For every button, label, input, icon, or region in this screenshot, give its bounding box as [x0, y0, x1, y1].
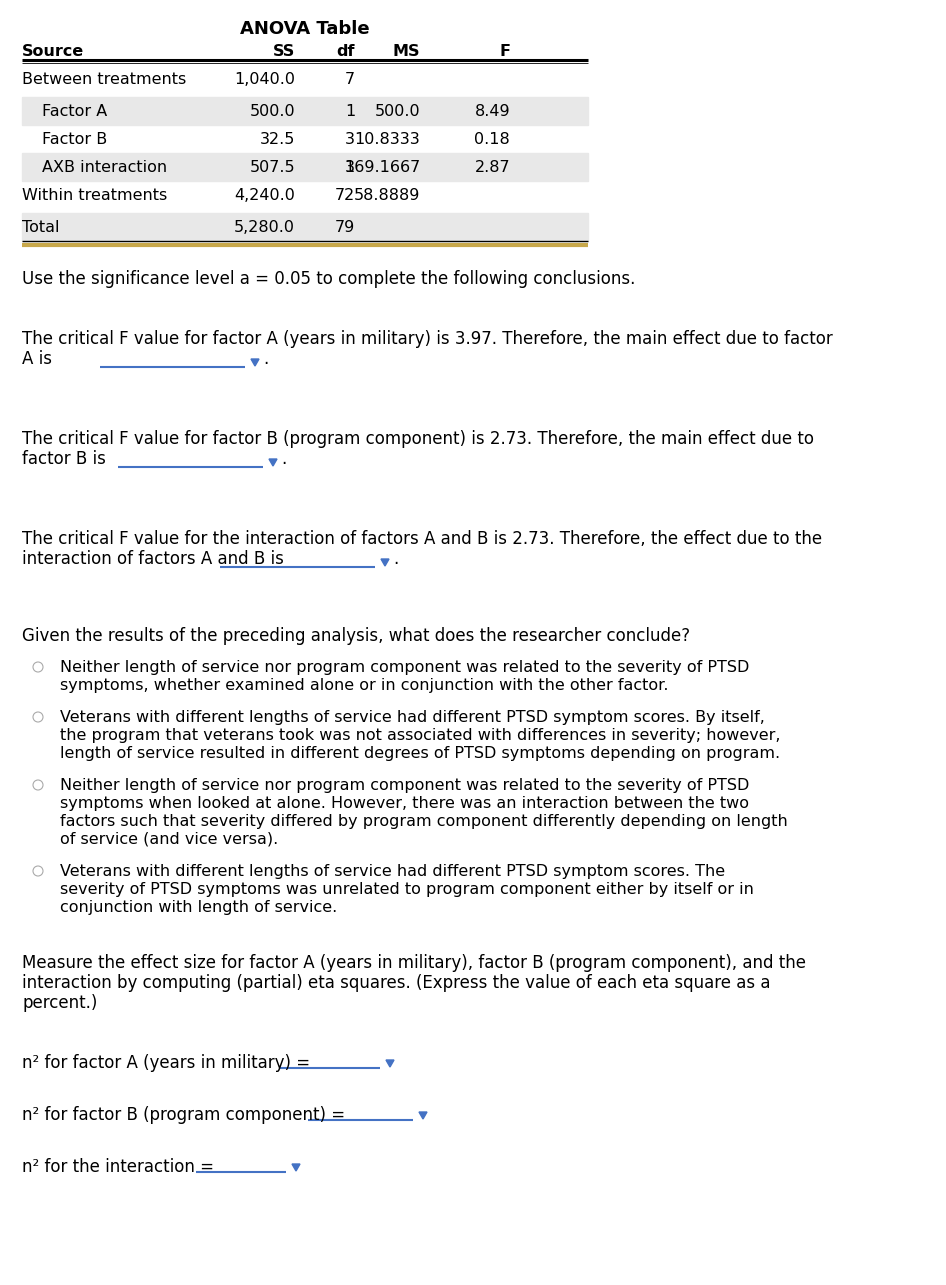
Polygon shape: [381, 559, 389, 565]
Text: 5,280.0: 5,280.0: [234, 220, 295, 235]
Text: 0.18: 0.18: [474, 132, 510, 146]
Text: n² for the interaction =: n² for the interaction =: [22, 1158, 214, 1176]
Text: Total: Total: [22, 220, 60, 235]
Text: 58.8889: 58.8889: [354, 188, 420, 203]
Text: .: .: [393, 550, 398, 568]
Polygon shape: [251, 359, 259, 366]
Polygon shape: [386, 1060, 394, 1067]
Text: Source: Source: [22, 44, 84, 59]
Text: interaction by computing (partial) eta squares. (Express the value of each eta s: interaction by computing (partial) eta s…: [22, 974, 770, 992]
Text: MS: MS: [393, 44, 420, 59]
Text: factor B is: factor B is: [22, 450, 106, 468]
Text: SS: SS: [272, 44, 295, 59]
Text: Between treatments: Between treatments: [22, 72, 186, 87]
Text: 72: 72: [335, 188, 355, 203]
Text: df: df: [337, 44, 355, 59]
Bar: [22, 213, 588, 242]
Text: severity of PTSD symptoms was unrelated to program component either by itself or: severity of PTSD symptoms was unrelated …: [60, 882, 754, 897]
Text: the program that veterans took was not associated with differences in severity; : the program that veterans took was not a…: [60, 729, 780, 743]
Text: .: .: [263, 350, 269, 368]
Text: 1: 1: [344, 104, 355, 120]
Text: Factor A: Factor A: [42, 104, 107, 120]
Text: Neither length of service nor program component was related to the severity of P: Neither length of service nor program co…: [60, 777, 749, 793]
Text: Within treatments: Within treatments: [22, 188, 167, 203]
Text: Measure the effect size for factor A (years in military), factor B (program comp: Measure the effect size for factor A (ye…: [22, 953, 806, 971]
Text: n² for factor A (years in military) =: n² for factor A (years in military) =: [22, 1054, 310, 1072]
Text: 3: 3: [345, 161, 355, 175]
Polygon shape: [269, 459, 277, 466]
Text: 500.0: 500.0: [375, 104, 420, 120]
Text: 7: 7: [345, 72, 355, 87]
Text: symptoms when looked at alone. However, there was an interaction between the two: symptoms when looked at alone. However, …: [60, 795, 749, 811]
Text: 4,240.0: 4,240.0: [234, 188, 295, 203]
Text: Veterans with different lengths of service had different PTSD symptom scores. By: Veterans with different lengths of servi…: [60, 711, 765, 725]
Text: 507.5: 507.5: [250, 161, 295, 175]
Text: n² for factor B (program component) =: n² for factor B (program component) =: [22, 1106, 345, 1124]
Text: 3: 3: [345, 132, 355, 146]
Text: Use the significance level a = 0.05 to complete the following conclusions.: Use the significance level a = 0.05 to c…: [22, 270, 636, 288]
Text: 32.5: 32.5: [259, 132, 295, 146]
Text: 79: 79: [335, 220, 355, 235]
Text: .: .: [281, 450, 287, 468]
Text: 1,040.0: 1,040.0: [234, 72, 295, 87]
Text: Veterans with different lengths of service had different PTSD symptom scores. Th: Veterans with different lengths of servi…: [60, 864, 726, 879]
Text: of service (and vice versa).: of service (and vice versa).: [60, 831, 278, 847]
Bar: [22, 96, 588, 125]
Text: 8.49: 8.49: [474, 104, 510, 120]
Text: 10.8333: 10.8333: [354, 132, 420, 146]
Text: percent.): percent.): [22, 995, 97, 1013]
Text: F: F: [499, 44, 510, 59]
Text: The critical F value for factor A (years in military) is 3.97. Therefore, the ma: The critical F value for factor A (years…: [22, 330, 832, 348]
Text: 2.87: 2.87: [474, 161, 510, 175]
Text: Given the results of the preceding analysis, what does the researcher conclude?: Given the results of the preceding analy…: [22, 627, 691, 645]
Text: AXB interaction: AXB interaction: [42, 161, 167, 175]
Text: symptoms, whether examined alone or in conjunction with the other factor.: symptoms, whether examined alone or in c…: [60, 678, 669, 693]
Bar: [22, 153, 588, 181]
Text: factors such that severity differed by program component differently depending o: factors such that severity differed by p…: [60, 813, 788, 829]
Text: conjunction with length of service.: conjunction with length of service.: [60, 899, 338, 915]
Text: length of service resulted in different degrees of PTSD symptoms depending on pr: length of service resulted in different …: [60, 747, 780, 761]
Text: Neither length of service nor program component was related to the severity of P: Neither length of service nor program co…: [60, 660, 749, 675]
Text: A is: A is: [22, 350, 52, 368]
Polygon shape: [292, 1164, 300, 1171]
Text: ANOVA Table: ANOVA Table: [240, 21, 370, 39]
Text: 500.0: 500.0: [250, 104, 295, 120]
Text: The critical F value for factor B (program component) is 2.73. Therefore, the ma: The critical F value for factor B (progr…: [22, 430, 814, 448]
Polygon shape: [419, 1112, 427, 1119]
Text: 169.1667: 169.1667: [343, 161, 420, 175]
Text: The critical F value for the interaction of factors A and B is 2.73. Therefore, : The critical F value for the interaction…: [22, 529, 822, 547]
Text: Factor B: Factor B: [42, 132, 107, 146]
Text: interaction of factors A and B is: interaction of factors A and B is: [22, 550, 284, 568]
